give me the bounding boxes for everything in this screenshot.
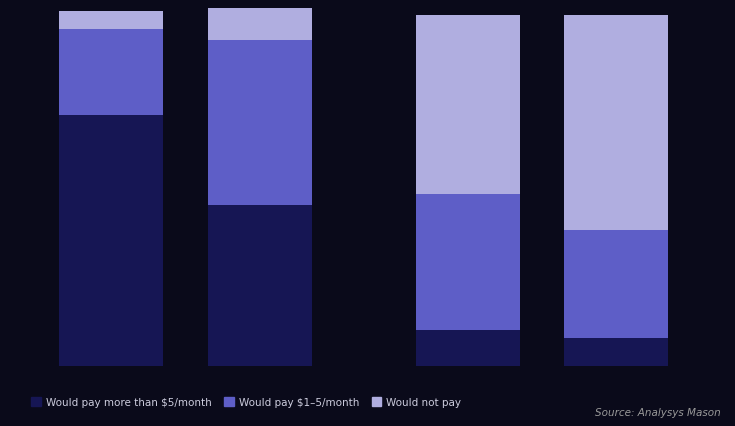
Bar — [564, 16, 668, 230]
Legend: Would pay more than $5/month, Would pay $1–5/month, Would not pay: Would pay more than $5/month, Would pay … — [27, 393, 465, 411]
Bar — [208, 9, 312, 41]
Bar — [564, 230, 668, 338]
Bar — [60, 116, 163, 366]
Bar — [416, 16, 520, 195]
Bar — [416, 195, 520, 331]
Bar — [208, 205, 312, 366]
Bar — [208, 41, 312, 205]
Bar — [60, 30, 163, 116]
Bar — [564, 338, 668, 366]
Bar — [416, 331, 520, 366]
Text: Source: Analysys Mason: Source: Analysys Mason — [595, 408, 720, 417]
Bar — [60, 12, 163, 30]
